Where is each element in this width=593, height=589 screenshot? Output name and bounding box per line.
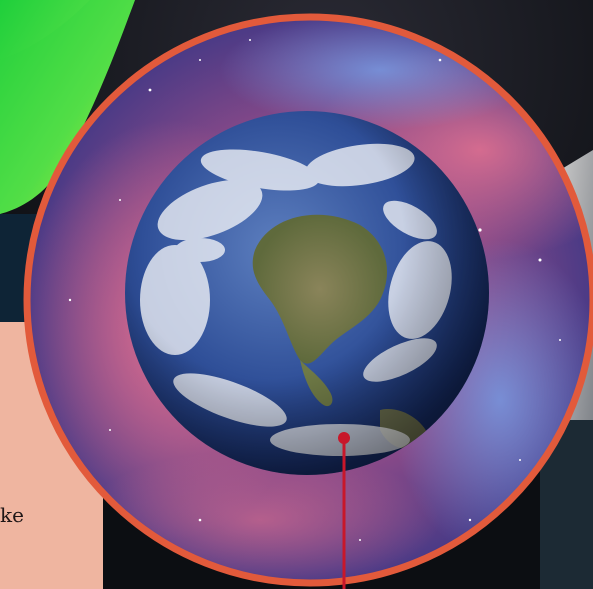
side-label-text: ke [0, 503, 24, 527]
pointer-dot [338, 432, 350, 444]
earth-globe [125, 111, 489, 475]
green-band [0, 0, 135, 214]
frame-circle [23, 13, 593, 587]
